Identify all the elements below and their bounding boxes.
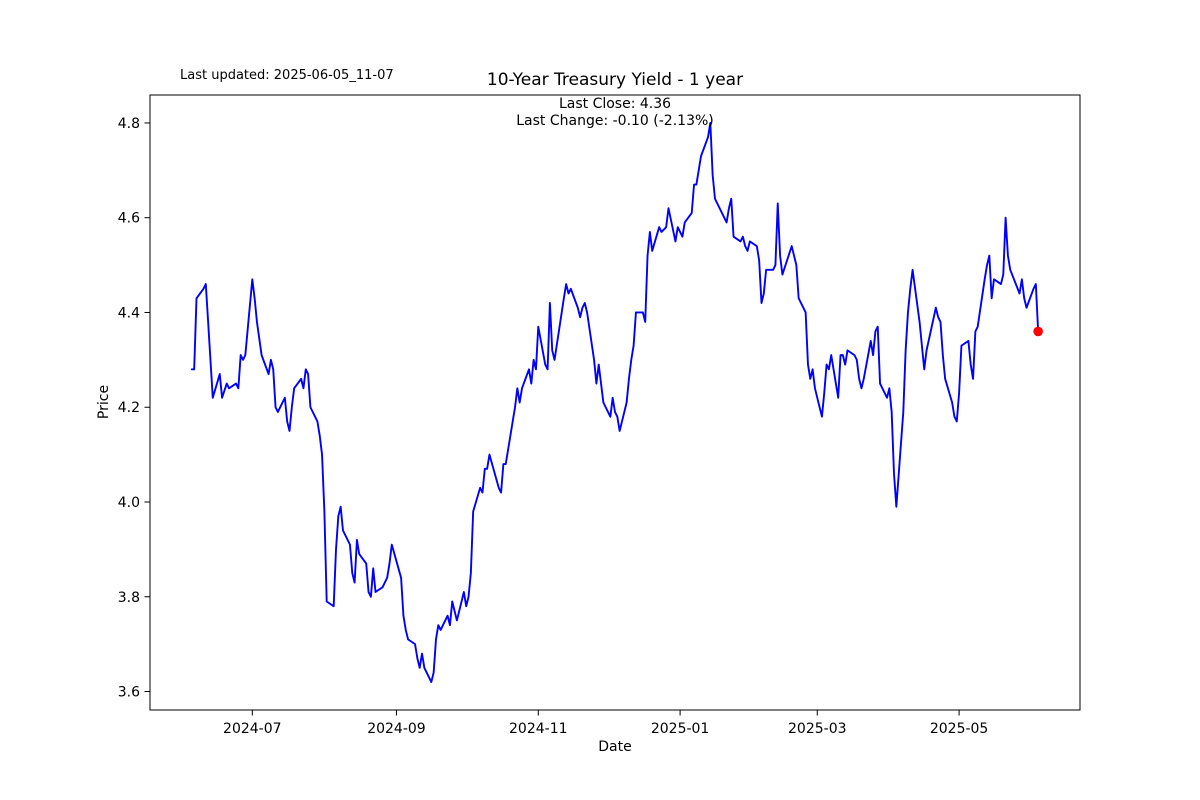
x-tick-label: 2025-03 [788,721,847,737]
y-tick-label: 3.6 [118,685,140,701]
x-axis-label: Date [598,739,632,755]
y-tick-label: 4.4 [118,305,140,321]
x-tick-label: 2024-09 [367,721,426,737]
last-close-marker [1033,326,1043,337]
y-tick-label: 4.2 [118,400,140,416]
subtitle-last-change: Last Change: -0.10 (-2.13%) [516,113,714,129]
chart-subtitle: Last Close: 4.36 Last Change: -0.10 (-2.… [150,96,1080,130]
subtitle-last-close: Last Close: 4.36 [558,96,672,112]
y-axis-label: Price [96,384,112,420]
chart-title: 10-Year Treasury Yield - 1 year [486,70,744,90]
y-tick-label: 4.8 [118,116,140,132]
yield-line-series [190,122,1040,683]
y-tick-label: 4.6 [118,211,140,227]
x-tick-label: 2024-11 [509,721,568,737]
y-tick-label: 3.8 [118,590,140,606]
y-tick-label: 4.0 [118,495,140,511]
x-tick-label: 2025-01 [651,721,710,737]
plot-border [149,94,1081,711]
last-updated-annotation: Last updated: 2025-06-05_11-07 [180,68,394,83]
x-tick-label: 2025-05 [930,721,989,737]
x-tick-label: 2024-07 [223,721,282,737]
